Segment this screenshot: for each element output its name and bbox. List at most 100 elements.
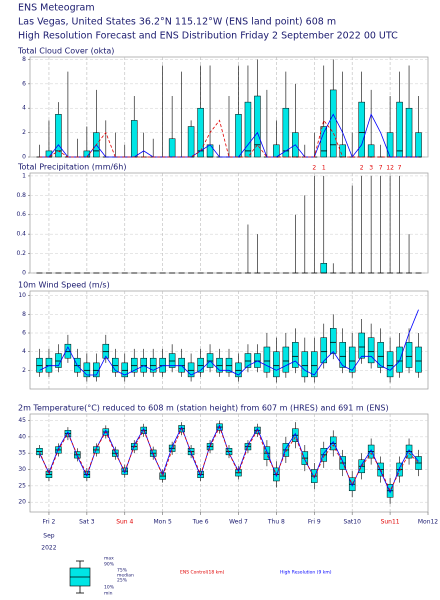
box bbox=[254, 95, 261, 158]
max-label: 3 bbox=[369, 165, 373, 172]
y-tick-label: 0.6 bbox=[16, 211, 26, 218]
x-tick-label: Sat10 bbox=[343, 519, 361, 526]
y-tick-label: 0.4 bbox=[16, 231, 26, 238]
max-label: 1 bbox=[322, 165, 326, 172]
box bbox=[36, 357, 43, 373]
x-tick-label: Wed 7 bbox=[229, 519, 248, 526]
box bbox=[367, 337, 375, 364]
box bbox=[197, 357, 204, 373]
box bbox=[244, 353, 252, 368]
y-tick-label: 0.8 bbox=[16, 192, 26, 199]
box bbox=[225, 357, 233, 373]
box bbox=[102, 343, 110, 359]
panel-title: Total Cloud Cover (okta) bbox=[17, 47, 114, 56]
y-tick-label: 20 bbox=[18, 499, 26, 506]
y-tick-label: 0 bbox=[22, 270, 26, 277]
legend-box-label: max bbox=[104, 557, 114, 562]
box bbox=[415, 346, 422, 373]
panel-title: 2m Temperature(°C) reduced to 608 m (sta… bbox=[18, 404, 389, 413]
header-location: Las Vegas, United States 36.2°N 115.12°W… bbox=[18, 17, 336, 28]
x-tick-label: Fri 9 bbox=[308, 519, 321, 526]
box bbox=[339, 144, 346, 158]
box bbox=[83, 362, 91, 378]
panel-title: Total Precipitation (mm/6h) bbox=[17, 163, 126, 172]
panel-frame bbox=[29, 413, 429, 513]
box bbox=[377, 342, 384, 368]
series-line bbox=[39, 426, 419, 492]
box bbox=[130, 120, 138, 158]
box bbox=[254, 353, 261, 368]
box bbox=[273, 351, 280, 378]
box bbox=[320, 263, 328, 274]
y-tick-label: 4 bbox=[22, 348, 26, 355]
legend-box-label: 75% bbox=[117, 568, 128, 574]
box bbox=[339, 342, 346, 368]
y-tick-label: 2 bbox=[22, 129, 26, 136]
series-line bbox=[39, 119, 419, 158]
legend-box-label: median bbox=[117, 573, 134, 579]
box bbox=[244, 101, 252, 158]
box bbox=[329, 89, 337, 158]
box bbox=[282, 346, 290, 373]
box bbox=[329, 328, 337, 354]
box bbox=[130, 357, 138, 373]
box bbox=[64, 343, 72, 359]
box bbox=[140, 357, 147, 373]
x-tick-label: Thu 8 bbox=[267, 519, 285, 526]
legend-box-label: 90% bbox=[104, 562, 115, 568]
max-label: 2 bbox=[360, 165, 364, 172]
box bbox=[367, 144, 375, 158]
y-tick-label: 4 bbox=[22, 105, 26, 112]
box bbox=[386, 132, 394, 158]
y-tick-label: 8 bbox=[22, 56, 26, 63]
box bbox=[263, 346, 271, 373]
box bbox=[396, 346, 403, 373]
max-label: 7 bbox=[398, 165, 402, 172]
box bbox=[178, 357, 185, 373]
x-tick-label: Sun 4 bbox=[116, 519, 133, 526]
x-tick-label: Sun11 bbox=[381, 519, 400, 526]
box bbox=[235, 362, 242, 378]
max-label: 2 bbox=[312, 165, 316, 172]
legend-entry: ENS Control(18 km) bbox=[180, 570, 225, 576]
series-line bbox=[39, 309, 419, 376]
legend-box-label: 10% bbox=[104, 585, 115, 591]
header-forecast: High Resolution Forecast and ENS Distrib… bbox=[18, 31, 398, 42]
box bbox=[121, 362, 129, 378]
x-tick-label: Fri 2 bbox=[43, 519, 56, 526]
x-tick-label: Tue 6 bbox=[192, 519, 209, 526]
y-tick-label: 6 bbox=[22, 330, 26, 337]
x-sublabel: Sep bbox=[43, 533, 55, 540]
box bbox=[216, 357, 223, 373]
legend-box-label: min bbox=[104, 591, 113, 597]
box bbox=[168, 138, 176, 158]
legend-entry: High Resolution (9 km) bbox=[280, 570, 332, 576]
y-tick-label: 0 bbox=[22, 154, 26, 161]
box bbox=[405, 107, 413, 158]
box bbox=[348, 346, 356, 373]
box bbox=[197, 107, 204, 158]
box bbox=[159, 357, 166, 373]
box bbox=[301, 351, 309, 378]
box bbox=[396, 101, 403, 158]
panel-frame bbox=[29, 172, 429, 274]
box bbox=[405, 342, 413, 368]
max-label: 12 bbox=[386, 165, 394, 172]
y-tick-label: 10 bbox=[18, 292, 26, 299]
legend-box-icon bbox=[69, 560, 91, 594]
box bbox=[206, 144, 214, 158]
box bbox=[386, 351, 394, 378]
box bbox=[320, 337, 328, 364]
box bbox=[415, 132, 422, 158]
box bbox=[187, 362, 195, 378]
y-tick-label: 35 bbox=[18, 450, 26, 457]
box bbox=[168, 353, 176, 368]
box bbox=[358, 101, 365, 158]
y-tick-label: 6 bbox=[22, 80, 26, 87]
max-label: 7 bbox=[379, 165, 383, 172]
x-tick-label: Sat 3 bbox=[79, 519, 95, 526]
panel-title: 10m Wind Speed (m/s) bbox=[18, 281, 110, 290]
y-tick-label: 40 bbox=[18, 433, 26, 440]
y-tick-label: 25 bbox=[18, 482, 26, 489]
